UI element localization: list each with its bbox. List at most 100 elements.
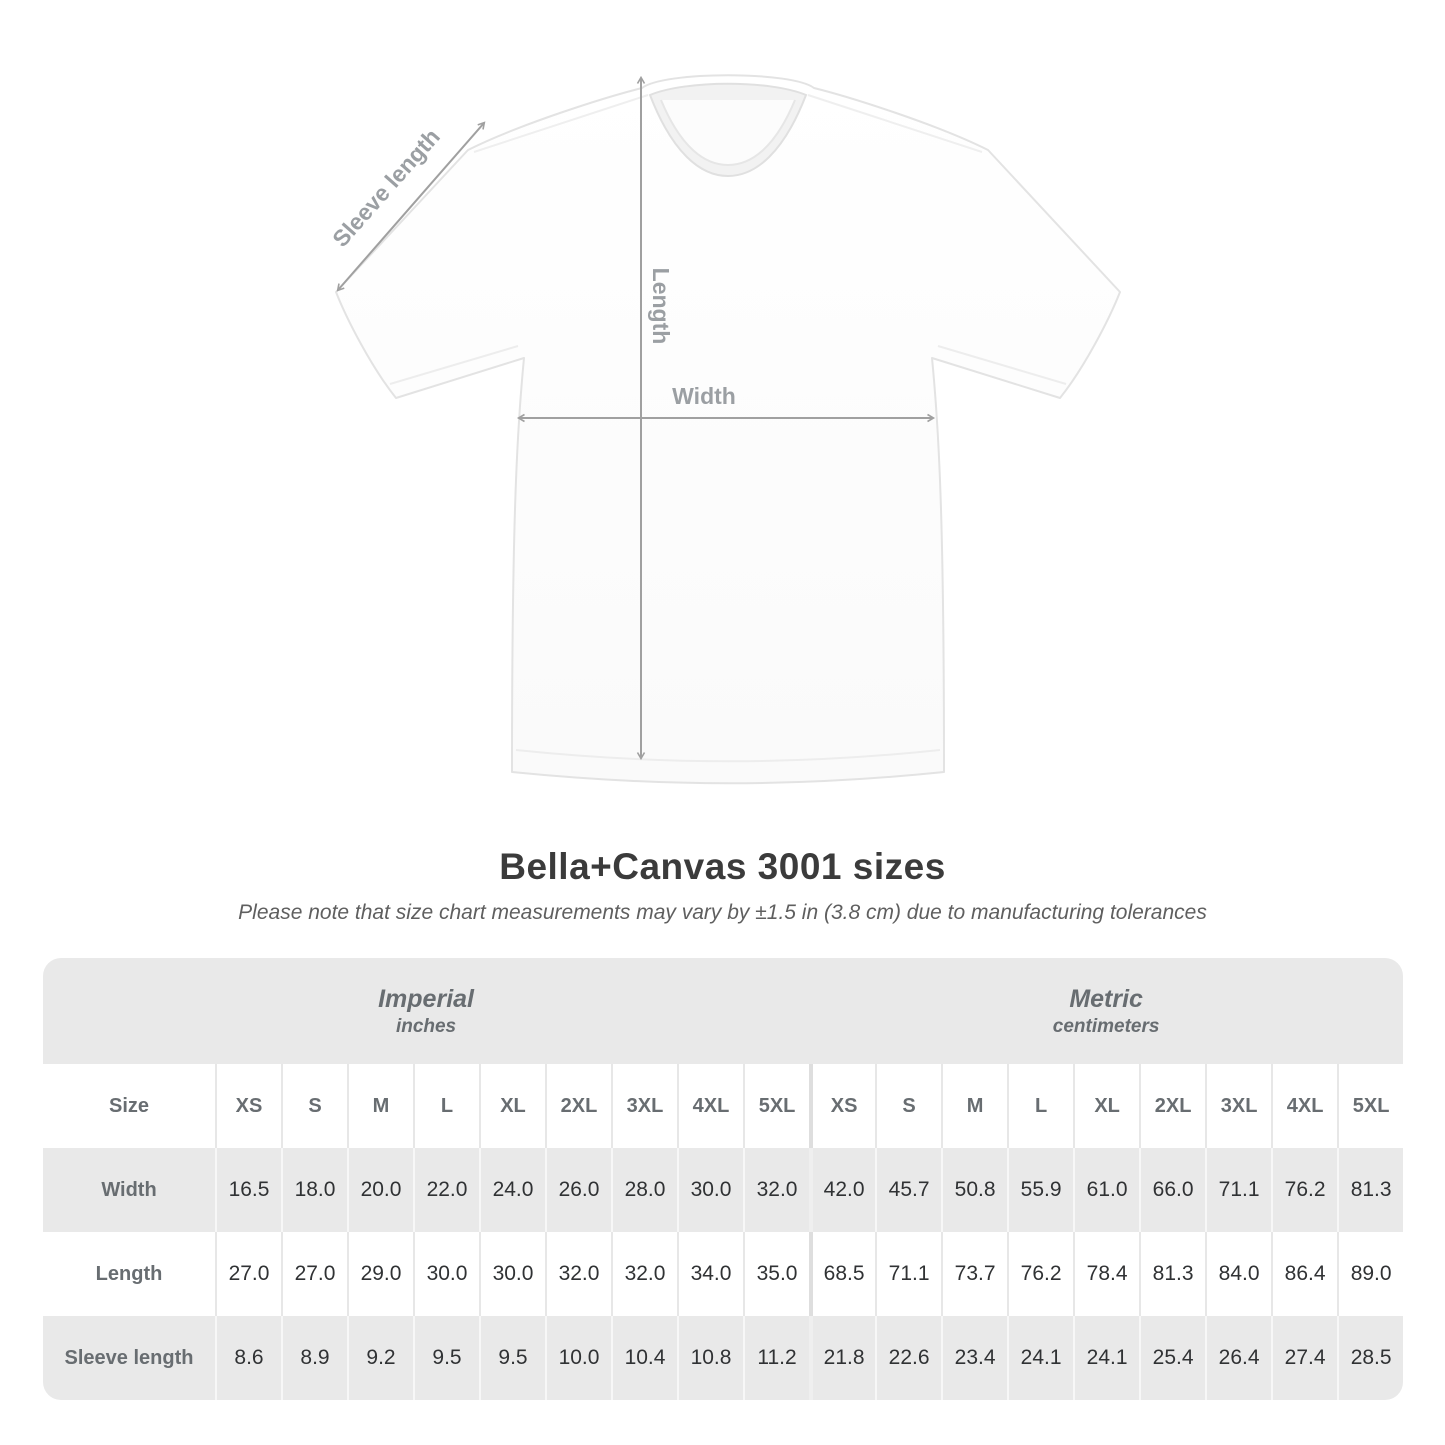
size-cell: L <box>1007 1064 1074 1148</box>
value-cell: 32.0 <box>611 1232 677 1316</box>
size-cell: L <box>413 1064 479 1148</box>
value-cell: 9.5 <box>479 1316 545 1400</box>
left-shoulder-seam <box>473 94 649 153</box>
size-cell: S <box>281 1064 347 1148</box>
value-cell: 32.0 <box>545 1232 611 1316</box>
size-cell: 3XL <box>611 1064 677 1148</box>
value-cell: 86.4 <box>1271 1232 1338 1316</box>
value-cell: 27.0 <box>281 1232 347 1316</box>
value-cell: 84.0 <box>1205 1232 1272 1316</box>
value-cell: 9.2 <box>347 1316 413 1400</box>
value-cell: 24.1 <box>1073 1316 1140 1400</box>
value-cell: 29.0 <box>347 1232 413 1316</box>
size-cell: M <box>347 1064 413 1148</box>
page-title: Bella+Canvas 3001 sizes <box>499 846 946 887</box>
value-cell: 30.0 <box>677 1148 743 1232</box>
value-cell: 34.0 <box>677 1232 743 1316</box>
value-cell: 66.0 <box>1139 1148 1206 1232</box>
value-cell: 32.0 <box>743 1148 810 1232</box>
row-label: Width <box>43 1148 215 1232</box>
value-cell: 10.0 <box>545 1316 611 1400</box>
value-cell: 71.1 <box>1205 1148 1272 1232</box>
value-cell: 26.0 <box>545 1148 611 1232</box>
value-cell: 30.0 <box>413 1232 479 1316</box>
left-sleeve-stitch <box>389 345 519 385</box>
value-cell: 8.6 <box>215 1316 281 1400</box>
width-label: Width <box>672 383 736 409</box>
value-cell: 61.0 <box>1073 1148 1140 1232</box>
size-cell: 2XL <box>545 1064 611 1148</box>
value-cell: 25.4 <box>1139 1316 1206 1400</box>
tshirt-diagram: Sleeve length Length Width <box>327 74 1121 785</box>
hem-stitch <box>515 749 941 763</box>
value-cell: 10.4 <box>611 1316 677 1400</box>
value-cell: 23.4 <box>941 1316 1008 1400</box>
size-cell: XL <box>479 1064 545 1148</box>
value-cell: 30.0 <box>479 1232 545 1316</box>
size-cell: M <box>941 1064 1008 1148</box>
unit-header-row: Imperial inches Metric centimeters <box>43 958 1404 1064</box>
length-label: Length <box>648 268 674 345</box>
sleeve-length-arrow <box>336 121 486 292</box>
value-cell: 71.1 <box>875 1232 942 1316</box>
value-cell: 18.0 <box>281 1148 347 1232</box>
value-cell: 20.0 <box>347 1148 413 1232</box>
value-cell: 45.7 <box>875 1148 942 1232</box>
value-cell: 73.7 <box>941 1232 1008 1316</box>
value-cell: 27.4 <box>1271 1316 1338 1400</box>
size-cell: XL <box>1073 1064 1140 1148</box>
value-cell: 21.8 <box>809 1316 876 1400</box>
value-cell: 68.5 <box>809 1232 876 1316</box>
value-cell: 76.2 <box>1271 1148 1338 1232</box>
table-row: Width 16.5 18.0 20.0 22.0 24.0 26.0 28.0 30.0 32.… <box>43 1148 1404 1232</box>
table-row: Sleeve length 8.6 8.9 9.2 9.5 9.5 10.0 10.4 10.8… <box>43 1316 1404 1400</box>
value-cell: 89.0 <box>1337 1232 1404 1316</box>
value-cell: 24.0 <box>479 1148 545 1232</box>
value-cell: 42.0 <box>809 1148 876 1232</box>
value-cell: 10.8 <box>677 1316 743 1400</box>
size-cell: XS <box>809 1064 876 1148</box>
imperial-subtitle: inches <box>395 1016 457 1038</box>
right-sleeve-stitch <box>937 345 1067 385</box>
row-label: Sleeve length <box>43 1316 215 1400</box>
size-column-label: Size <box>43 1064 215 1148</box>
size-cell: 3XL <box>1205 1064 1272 1148</box>
value-cell: 26.4 <box>1205 1316 1272 1400</box>
value-cell: 22.6 <box>875 1316 942 1400</box>
size-cell: 4XL <box>677 1064 743 1148</box>
collar-band-seam <box>660 99 796 167</box>
metric-title: Metric <box>1069 984 1143 1013</box>
size-cell: 5XL <box>743 1064 810 1148</box>
value-cell: 81.3 <box>1139 1232 1206 1316</box>
value-cell: 81.3 <box>1337 1148 1404 1232</box>
size-cell: 5XL <box>1337 1064 1404 1148</box>
imperial-title: Imperial <box>378 984 474 1013</box>
size-cell: 4XL <box>1271 1064 1338 1148</box>
value-cell: 16.5 <box>215 1148 281 1232</box>
value-cell: 50.8 <box>941 1148 1008 1232</box>
value-cell: 28.5 <box>1337 1316 1404 1400</box>
imperial-header: Imperial inches <box>43 958 810 1064</box>
size-table: Imperial inches Metric centimeters Size … <box>43 958 1404 1400</box>
value-cell: 24.1 <box>1007 1316 1074 1400</box>
size-cell: 2XL <box>1139 1064 1206 1148</box>
table-row: Length 27.0 27.0 29.0 30.0 30.0 32.0 32.0 34.0 35… <box>43 1232 1404 1316</box>
value-cell: 55.9 <box>1007 1148 1074 1232</box>
value-cell: 8.9 <box>281 1316 347 1400</box>
page-subtitle: Please note that size chart measurements… <box>238 901 1207 924</box>
value-cell: 76.2 <box>1007 1232 1074 1316</box>
size-header-row: Size XS S M L XL 2XL 3XL 4XL 5XL XS S M L XL 2XL 3XL 4XL… <box>43 1064 1404 1148</box>
tshirt-body <box>335 74 1121 785</box>
size-cell: XS <box>215 1064 281 1148</box>
value-cell: 27.0 <box>215 1232 281 1316</box>
value-cell: 22.0 <box>413 1148 479 1232</box>
size-cell: S <box>875 1064 942 1148</box>
value-cell: 9.5 <box>413 1316 479 1400</box>
right-shoulder-seam <box>807 94 983 153</box>
value-cell: 78.4 <box>1073 1232 1140 1316</box>
metric-header: Metric centimeters <box>809 958 1404 1064</box>
value-cell: 11.2 <box>743 1316 810 1400</box>
value-cell: 28.0 <box>611 1148 677 1232</box>
value-cell: 35.0 <box>743 1232 810 1316</box>
